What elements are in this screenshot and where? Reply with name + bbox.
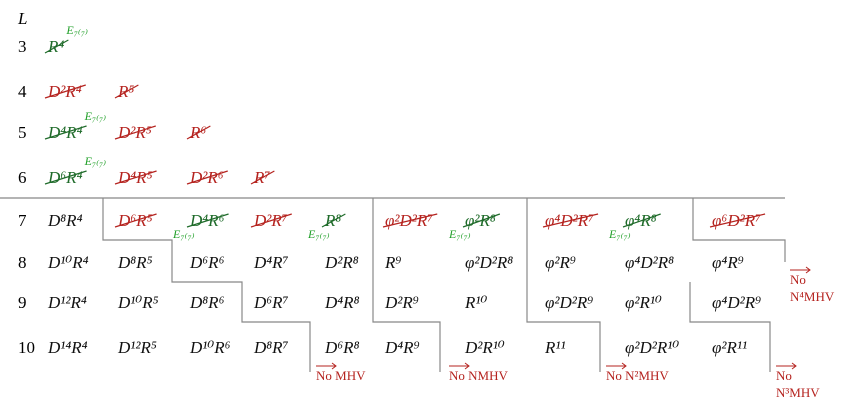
cut-label: No NMHV (449, 368, 508, 383)
cut-label: N⁴MHV (790, 289, 835, 304)
term: φ²R¹⁰ (625, 293, 662, 312)
term: D⁴R⁸ (324, 293, 360, 312)
term: φ²R¹¹ (712, 338, 747, 357)
term: R¹⁰ (464, 293, 487, 312)
term: D⁶R⁸ (324, 338, 360, 357)
term: D¹²R⁴ (47, 293, 87, 312)
strike (114, 213, 157, 228)
term: R⁹ (384, 253, 401, 272)
row-label: 10 (18, 338, 35, 357)
term: D⁶R⁶ (189, 253, 225, 272)
arrow (316, 362, 337, 370)
axis-label: L (17, 9, 27, 28)
staircase (526, 198, 601, 372)
term: φ²D²R⁹ (545, 293, 593, 312)
strike (622, 213, 661, 228)
cut-label: No N²MHV (606, 368, 669, 383)
strike (114, 125, 156, 140)
staircase (689, 282, 771, 372)
term: D⁸R⁶ (189, 293, 225, 312)
arrow (449, 362, 470, 370)
strike (250, 213, 292, 228)
strike (382, 213, 438, 228)
term: D⁸R⁵ (117, 253, 153, 272)
symmetry-label: E₇₍₇₎ (172, 227, 195, 241)
term: R¹¹ (544, 338, 566, 357)
strike (186, 213, 229, 228)
strike (44, 170, 87, 185)
term: D²R⁹ (384, 293, 419, 312)
strike (709, 213, 766, 228)
term: D¹⁰R⁵ (117, 293, 159, 312)
row-label: 6 (18, 168, 27, 187)
row-label: 3 (18, 37, 27, 56)
strike (114, 170, 157, 185)
symmetry-label: E₇₍₇₎ (448, 227, 471, 241)
arrow (606, 362, 627, 370)
term: D⁴R⁹ (384, 338, 420, 357)
arrow (776, 362, 797, 370)
term: φ⁴D²R⁸ (625, 253, 674, 272)
strike (542, 213, 599, 228)
term: φ⁴D²R⁹ (712, 293, 761, 312)
term: φ²D²R¹⁰ (625, 338, 679, 357)
term: D⁸R⁴ (47, 211, 83, 230)
row-label: 5 (18, 123, 27, 142)
term: φ²R⁹ (545, 253, 576, 272)
term: D⁸R⁷ (253, 338, 289, 357)
strike (321, 213, 346, 228)
arrow (790, 266, 811, 274)
staircase (692, 198, 786, 262)
symmetry-label: E₇₍₇₎ (65, 23, 88, 37)
term: D¹⁰R⁶ (189, 338, 231, 357)
term: φ⁴R⁹ (712, 253, 744, 272)
strike (114, 84, 139, 99)
symmetry-label: E₇₍₇₎ (84, 154, 107, 168)
symmetry-label: E₇₍₇₎ (84, 109, 107, 123)
term: D²R¹⁰ (464, 338, 505, 357)
staircase (102, 198, 311, 372)
strike (186, 170, 228, 185)
term: D⁶R⁷ (253, 293, 289, 312)
strike (250, 170, 275, 185)
symmetry-label: E₇₍₇₎ (307, 227, 330, 241)
cut-label: No (790, 272, 806, 287)
staircases (102, 198, 786, 372)
strike (186, 125, 211, 140)
term: D¹⁴R⁴ (47, 338, 88, 357)
strike (44, 84, 86, 99)
row-label: 9 (18, 293, 27, 312)
cut-label: No MHV (316, 368, 366, 383)
symmetry-label: E₇₍₇₎ (608, 227, 631, 241)
term: D²R⁸ (324, 253, 359, 272)
term: D¹²R⁵ (117, 338, 157, 357)
cut-label: N³MHV (776, 385, 820, 400)
strike (44, 39, 69, 54)
cut-label: No (776, 368, 792, 383)
term: φ²D²R⁸ (465, 253, 513, 272)
row-label: 8 (18, 253, 27, 272)
row-label: 7 (18, 211, 27, 230)
staircase (372, 198, 441, 372)
term: D⁴R⁷ (253, 253, 289, 272)
strike (44, 125, 87, 140)
strike (462, 213, 501, 228)
row-label: 4 (18, 82, 27, 101)
term: D¹⁰R⁴ (47, 253, 89, 272)
